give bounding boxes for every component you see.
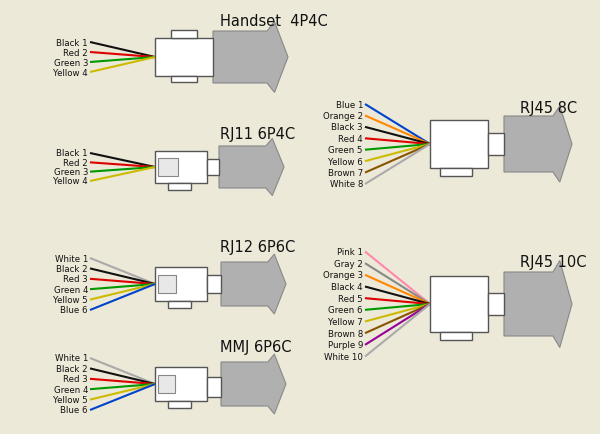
Text: White 1: White 1 xyxy=(55,254,88,263)
Polygon shape xyxy=(504,261,572,348)
Text: Red 2: Red 2 xyxy=(63,158,88,168)
Bar xyxy=(207,160,219,176)
Text: RJ45 10C: RJ45 10C xyxy=(520,255,587,270)
Bar xyxy=(155,367,207,401)
Text: White 10: White 10 xyxy=(324,352,363,361)
Bar xyxy=(171,31,197,39)
Text: Blue 6: Blue 6 xyxy=(61,405,88,414)
Text: Yellow 6: Yellow 6 xyxy=(328,157,363,166)
Bar xyxy=(430,276,488,332)
Polygon shape xyxy=(221,354,286,414)
Text: MMJ 6P6C: MMJ 6P6C xyxy=(220,340,292,355)
Bar xyxy=(207,377,221,397)
Text: Gray 2: Gray 2 xyxy=(334,259,363,268)
Bar xyxy=(430,121,488,169)
Polygon shape xyxy=(504,107,572,183)
Text: White 8: White 8 xyxy=(329,180,363,189)
Text: Black 2: Black 2 xyxy=(56,264,88,273)
Text: Black 4: Black 4 xyxy=(331,283,363,291)
Text: Green 5: Green 5 xyxy=(329,146,363,155)
Text: Orange 2: Orange 2 xyxy=(323,112,363,121)
Text: Handset  4P4C: Handset 4P4C xyxy=(220,14,328,30)
Text: Yellow 4: Yellow 4 xyxy=(53,68,88,77)
Bar xyxy=(440,332,472,340)
Text: Blue 6: Blue 6 xyxy=(61,306,88,315)
Text: RJ11 6P4C: RJ11 6P4C xyxy=(220,127,295,142)
Text: Black 1: Black 1 xyxy=(56,149,88,158)
Text: Brown 7: Brown 7 xyxy=(328,169,363,178)
Text: RJ45 8C: RJ45 8C xyxy=(520,100,577,115)
Text: Green 4: Green 4 xyxy=(53,285,88,294)
Text: Green 3: Green 3 xyxy=(53,58,88,67)
Bar xyxy=(168,184,191,191)
Polygon shape xyxy=(219,139,284,196)
Bar xyxy=(488,134,504,156)
Text: Red 3: Red 3 xyxy=(63,375,88,383)
Polygon shape xyxy=(221,254,286,314)
Bar xyxy=(158,159,178,176)
Bar xyxy=(171,77,197,83)
Text: Blue 1: Blue 1 xyxy=(335,100,363,109)
Bar xyxy=(158,375,175,393)
Text: Red 5: Red 5 xyxy=(338,294,363,303)
Text: White 1: White 1 xyxy=(55,354,88,363)
Bar xyxy=(158,276,176,293)
Bar xyxy=(155,151,207,184)
Text: Yellow 5: Yellow 5 xyxy=(53,395,88,404)
Bar xyxy=(155,267,207,301)
Bar xyxy=(488,293,504,315)
Text: Green 6: Green 6 xyxy=(329,306,363,315)
Bar xyxy=(168,301,191,308)
Text: Brown 8: Brown 8 xyxy=(328,329,363,338)
Text: Black 2: Black 2 xyxy=(56,364,88,373)
Bar xyxy=(207,275,221,293)
Text: Orange 3: Orange 3 xyxy=(323,271,363,279)
Bar xyxy=(168,401,191,408)
Text: Green 3: Green 3 xyxy=(53,168,88,177)
Text: Yellow 4: Yellow 4 xyxy=(53,177,88,186)
Text: Pink 1: Pink 1 xyxy=(337,247,363,256)
Text: Green 4: Green 4 xyxy=(53,385,88,394)
Polygon shape xyxy=(213,23,288,93)
Text: Red 3: Red 3 xyxy=(63,275,88,284)
Text: Purple 9: Purple 9 xyxy=(328,341,363,349)
Text: Red 2: Red 2 xyxy=(63,48,88,57)
Text: Red 4: Red 4 xyxy=(338,135,363,144)
Text: RJ12 6P6C: RJ12 6P6C xyxy=(220,240,295,255)
Bar xyxy=(155,39,213,77)
Text: Black 3: Black 3 xyxy=(331,123,363,132)
Text: Yellow 5: Yellow 5 xyxy=(53,296,88,304)
Text: Black 1: Black 1 xyxy=(56,39,88,47)
Text: Yellow 7: Yellow 7 xyxy=(328,317,363,326)
Bar xyxy=(440,169,472,177)
